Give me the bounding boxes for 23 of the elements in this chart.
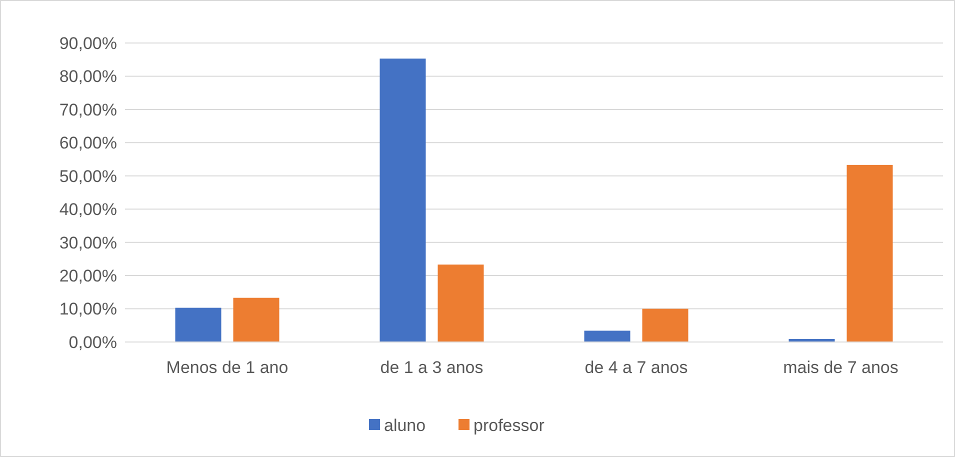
x-tick-label: Menos de 1 ano	[166, 358, 288, 377]
bar	[846, 164, 893, 342]
bar	[233, 298, 280, 342]
bar	[380, 58, 426, 342]
bar	[438, 264, 484, 342]
y-tick-label: 10,00%	[59, 300, 117, 319]
y-tick-label: 70,00%	[59, 100, 117, 120]
x-tick-label: mais de 7 anos	[783, 358, 898, 377]
bar	[642, 308, 688, 342]
y-tick-label: 30,00%	[59, 233, 117, 252]
y-tick-label: 80,00%	[59, 67, 117, 86]
y-tick-label: 20,00%	[59, 266, 117, 286]
x-tick-label: de 4 a 7 anos	[584, 358, 688, 377]
bar	[175, 308, 222, 342]
legend-label: aluno	[384, 416, 426, 435]
x-tick-label: de 1 a 3 anos	[380, 358, 484, 377]
y-tick-label: 90,00%	[59, 34, 117, 53]
y-tick-label: 60,00%	[59, 134, 117, 153]
y-tick-label: 40,00%	[59, 200, 117, 220]
y-tick-label: 50,00%	[59, 166, 117, 186]
y-tick-label: 0,00%	[68, 332, 117, 352]
legend-label: professor	[474, 416, 545, 435]
bar	[584, 330, 630, 342]
